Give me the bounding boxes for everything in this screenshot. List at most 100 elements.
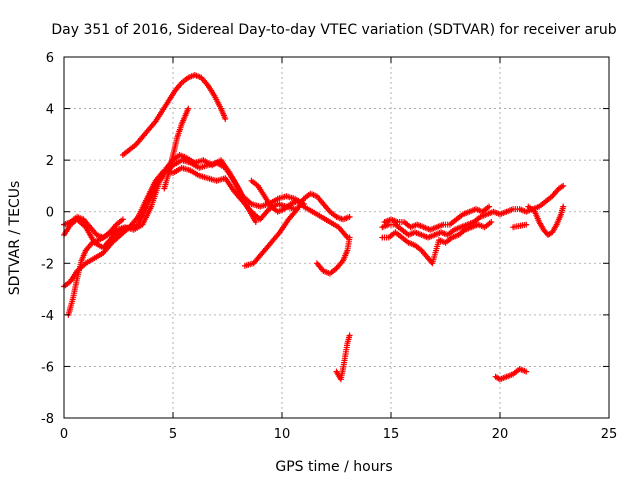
data-point: [457, 233, 460, 237]
data-point: [213, 94, 216, 97]
data-point: [328, 220, 332, 224]
data-point: [524, 210, 528, 213]
data-point: [444, 241, 447, 244]
data-point: [121, 218, 125, 221]
data-point: [97, 238, 101, 242]
y-tick-label: 2: [46, 154, 54, 169]
data-point: [315, 262, 319, 265]
data-point: [442, 223, 445, 226]
data-point: [426, 236, 430, 239]
data-point: [538, 205, 541, 208]
data-point: [176, 135, 179, 139]
data-point: [228, 171, 231, 175]
data-point: [407, 241, 410, 244]
series-arc-high: [119, 72, 229, 158]
series-markers: [510, 221, 530, 231]
series-track-e: [241, 190, 353, 269]
data-point: [75, 277, 79, 280]
series-markers: [492, 366, 530, 383]
data-point: [84, 225, 88, 229]
data-point: [335, 215, 338, 219]
data-point: [219, 158, 223, 162]
data-point: [487, 205, 491, 208]
data-point: [483, 225, 486, 229]
data-point: [348, 236, 351, 239]
data-point: [407, 233, 410, 237]
data-point: [466, 223, 469, 226]
data-point: [119, 233, 122, 237]
data-point: [197, 174, 201, 177]
data-point: [187, 107, 190, 110]
data-point: [341, 367, 345, 371]
data-point: [341, 218, 345, 221]
data-series: [61, 72, 567, 383]
data-point: [132, 228, 135, 231]
data-point: [511, 372, 515, 376]
series-track-b: [61, 164, 299, 290]
data-point: [102, 246, 105, 250]
data-point: [69, 220, 72, 224]
data-point: [481, 210, 484, 213]
data-point: [309, 192, 312, 195]
data-point: [180, 81, 183, 84]
data-point: [381, 236, 384, 239]
data-point: [160, 109, 164, 113]
data-point: [189, 169, 192, 172]
series-track-k: [381, 203, 493, 233]
data-point: [492, 210, 495, 213]
data-point: [285, 195, 288, 198]
data-point: [320, 215, 323, 219]
data-point: [252, 262, 255, 265]
data-point: [400, 228, 404, 231]
data-point: [121, 153, 125, 157]
y-tick-label: -2: [41, 257, 54, 272]
data-point: [219, 107, 223, 110]
data-point: [91, 241, 94, 244]
data-point: [206, 84, 210, 87]
data-point: [211, 164, 214, 167]
data-point: [479, 215, 482, 219]
data-point: [518, 207, 521, 211]
data-point: [167, 171, 170, 175]
data-point: [82, 218, 85, 221]
data-point: [437, 238, 441, 242]
data-point: [341, 259, 345, 262]
data-point: [511, 207, 515, 211]
data-point: [555, 223, 558, 226]
data-point: [328, 272, 332, 275]
data-point: [472, 220, 476, 224]
data-point: [511, 225, 515, 229]
data-point: [409, 225, 412, 229]
data-point: [474, 207, 478, 211]
data-point: [276, 202, 279, 206]
data-point: [163, 187, 166, 190]
data-point: [422, 225, 425, 229]
data-point: [75, 215, 79, 219]
data-point: [261, 251, 264, 255]
series-markers: [525, 203, 567, 238]
data-point: [453, 228, 456, 231]
data-point: [533, 210, 537, 213]
data-point: [387, 236, 391, 239]
data-point: [335, 267, 338, 270]
data-point: [173, 89, 177, 92]
data-point: [171, 153, 175, 157]
data-point: [232, 189, 236, 193]
y-axis-label: SDTVAR / TECUs: [7, 181, 23, 296]
data-point: [202, 158, 205, 162]
data-point: [141, 223, 144, 226]
data-point: [180, 122, 183, 126]
data-point: [389, 218, 393, 221]
data-point: [108, 231, 111, 234]
data-point: [84, 262, 88, 265]
data-point: [339, 378, 343, 381]
data-point: [518, 367, 521, 371]
data-point: [193, 161, 196, 164]
data-point: [490, 220, 493, 224]
data-point: [84, 249, 88, 252]
data-point: [542, 228, 545, 231]
data-point: [348, 215, 351, 219]
data-point: [448, 223, 452, 226]
data-point: [394, 231, 397, 234]
